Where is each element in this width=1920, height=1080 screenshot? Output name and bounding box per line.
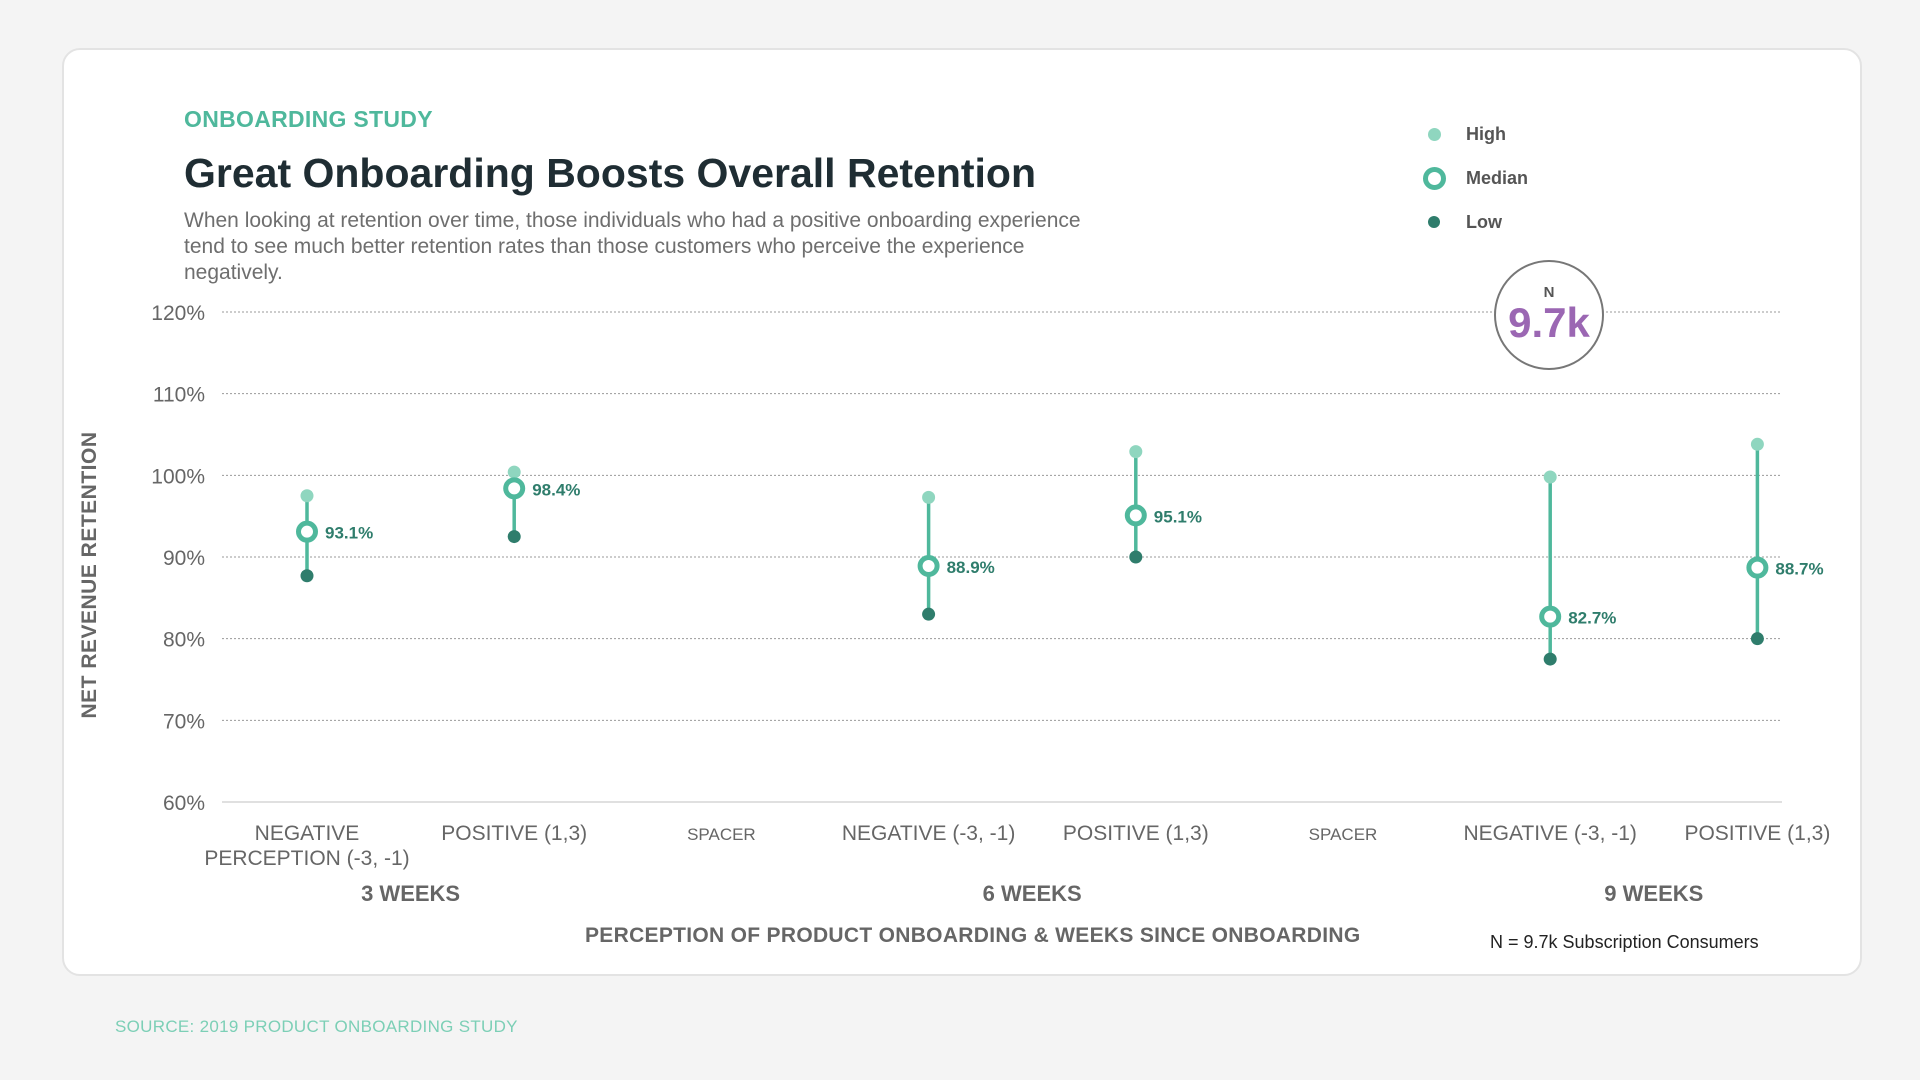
median-point [917,554,940,577]
median-point [1124,504,1147,527]
source-label: SOURCE: 2019 PRODUCT ONBOARDING STUDY [115,1017,518,1036]
low-point [1750,632,1764,646]
y-axis-title: NET REVENUE RETENTION [78,431,101,719]
median-value-label: 82.7% [1568,609,1616,628]
y-tick-label: 80% [163,629,205,652]
y-tick-label: 110% [153,384,205,407]
legend-label-low: Low [1466,211,1502,232]
x-axis-title: PERCEPTION OF PRODUCT ONBOARDING & WEEKS… [585,924,1361,947]
x-tick-label: PERCEPTION (-3, -1) [204,847,409,870]
x-tick-label: POSITIVE (1,3) [1684,822,1830,845]
badge-value: 9.7k [1508,299,1590,346]
legend-label-high: High [1466,123,1506,144]
median-point [503,477,526,500]
x-tick-label: NEGATIVE (-3, -1) [842,822,1015,845]
low-point [300,569,314,583]
low-dot-icon [1428,216,1440,228]
group-label: 3 WEEKS [361,881,460,906]
high-dot-icon [1427,127,1441,141]
median-point [296,520,318,543]
high-point [300,489,314,503]
chart-subtitle: When looking at retention over time, tho… [184,209,1081,284]
sample-size-badge: N 9.7k [1494,260,1604,370]
y-tick-label: 60% [163,792,205,815]
y-tick-label: 70% [163,710,205,733]
x-tick-label: NEGATIVE [255,822,360,845]
chart-title: Great Onboarding Boosts Overall Retentio… [184,150,1037,196]
legend-item-median: Median [1420,156,1528,200]
legend: High Median Low [1420,112,1528,244]
group-label: 6 WEEKS [983,881,1082,906]
low-point [1543,652,1557,666]
median-value-label: 88.9% [947,558,995,577]
high-point [1543,470,1557,484]
median-value-label: 93.1% [325,524,373,543]
y-tick-label: 100% [151,465,205,488]
low-point [922,607,936,621]
legend-label-median: Median [1466,167,1529,188]
median-value-label: 95.1% [1154,507,1202,526]
x-tick-label: SPACER [1309,825,1378,844]
y-tick-label: 120% [151,302,205,325]
y-tick-label: 90% [163,547,205,570]
low-point [507,530,521,544]
low-point [1129,550,1143,564]
x-tick-label: SPACER [687,825,756,844]
high-point [1129,445,1143,459]
median-point [1539,605,1562,628]
high-point [507,465,521,479]
legend-item-high: High [1420,112,1528,156]
chart-card [62,48,1862,976]
median-ring-icon [1422,166,1446,190]
legend-item-low: Low [1420,200,1528,244]
high-point [1750,437,1764,451]
group-label: 9 WEEKS [1604,881,1703,906]
median-point [1746,556,1769,579]
x-tick-label: POSITIVE (1,3) [1063,822,1209,845]
badge-label: N [1543,284,1555,301]
median-value-label: 98.4% [532,480,580,499]
median-value-label: 88.7% [1775,560,1823,579]
eyebrow-label: ONBOARDING STUDY [184,106,433,132]
sample-note: N = 9.7k Subscription Consumers [1490,932,1759,952]
x-tick-label: NEGATIVE (-3, -1) [1463,822,1636,845]
high-point [922,490,936,504]
x-tick-label: POSITIVE (1,3) [441,822,587,845]
